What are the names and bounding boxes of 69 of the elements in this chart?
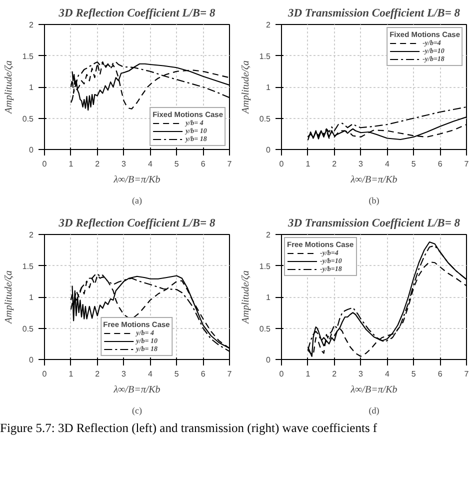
chart-title: 3D Reflection Coefficient L/B= 8 [58,8,216,20]
x-tick-label: 2 [95,370,100,378]
x-tick-label: 6 [438,370,443,378]
x-tick-label: 5 [411,370,416,378]
x-tick-label: 6 [438,160,443,168]
text: (a) [132,196,142,206]
x-axis-title: λ∞/B=π/Kb [350,174,398,186]
chart-title: 3D Transmission Coefficient L/B= 8 [286,8,460,20]
chart-title: 3D Reflection Coefficient L/B= 8 [58,218,216,230]
y-tick-label: 0 [29,146,34,154]
x-tick-label: 4 [148,160,153,168]
x-tick-label: 7 [227,370,232,378]
y-tick-label: 2 [29,20,34,30]
text: (c) [132,406,142,416]
y-axis-title: Amplitude/ζa [240,60,252,114]
y-tick-label: 2 [266,230,272,240]
y-axis-title: Amplitude/ζa [240,270,252,324]
x-tick-label: 2 [95,160,100,168]
caption: Figure 5.7: 3D Reflection (left) and transmission (right) wave coefficients f [0,420,378,437]
y-axis-title: Amplitude/ζa [3,60,14,114]
x-tick-label: 0 [42,160,48,168]
y-tick-label: 0 [29,356,34,364]
y-tick-label: 0.5 [259,114,272,124]
x-tick-label: 5 [411,160,416,168]
x-tick-label: 1 [306,370,311,378]
x-tick-label: 7 [227,160,232,168]
text: (b) [368,196,380,206]
y-tick-label: 2 [266,20,272,30]
x-tick-label: 1 [68,160,74,168]
x-axis-title: λ∞/B=π/Kb [112,384,160,396]
y-axis-title: Amplitude/ζa [3,270,14,324]
x-tick-label: 3 [358,160,364,168]
x-tick-label: 1 [68,370,74,378]
x-axis-title: λ∞/B=π/Kb [112,174,160,186]
y-tick-label: 1.5 [22,52,34,61]
y-tick-label: 0.5 [22,114,34,124]
y-tick-label: 0.5 [259,324,272,334]
x-tick-label: 3 [358,370,364,378]
y-tick-label: 1.5 [22,262,34,271]
text: (d) [368,406,380,416]
x-tick-label: 0 [279,160,284,168]
x-tick-label: 0 [279,370,284,378]
y-tick-label: 1 [29,83,34,92]
x-tick-label: 4 [384,160,390,168]
y-tick-label: 0.5 [22,324,34,334]
x-tick-label: 4 [148,370,153,378]
y-tick-label: 1 [266,293,272,302]
x-tick-label: 3 [122,160,127,168]
x-tick-label: 1 [306,160,311,168]
x-tick-label: 2 [332,160,338,168]
y-tick-label: 1.5 [259,52,272,61]
x-tick-label: 6 [200,370,206,378]
x-tick-label: 7 [464,160,470,168]
x-tick-label: 5 [174,160,180,168]
y-tick-label: 2 [29,230,34,240]
x-tick-label: 5 [174,370,180,378]
x-tick-label: 4 [384,370,390,378]
y-tick-label: 1.5 [259,262,272,271]
chart-title: 3D Transmission Coefficient L/B= 8 [286,218,460,230]
x-tick-label: 0 [42,370,48,378]
x-tick-label: 6 [200,160,206,168]
x-tick-label: 7 [464,370,470,378]
y-tick-label: 1 [29,293,34,302]
x-axis-title: λ∞/B=π/Kb [350,384,398,396]
x-tick-label: 2 [332,370,338,378]
y-tick-label: 0 [266,146,272,154]
y-tick-label: 0 [266,356,272,364]
y-tick-label: 1 [266,83,272,92]
x-tick-label: 3 [122,370,127,378]
